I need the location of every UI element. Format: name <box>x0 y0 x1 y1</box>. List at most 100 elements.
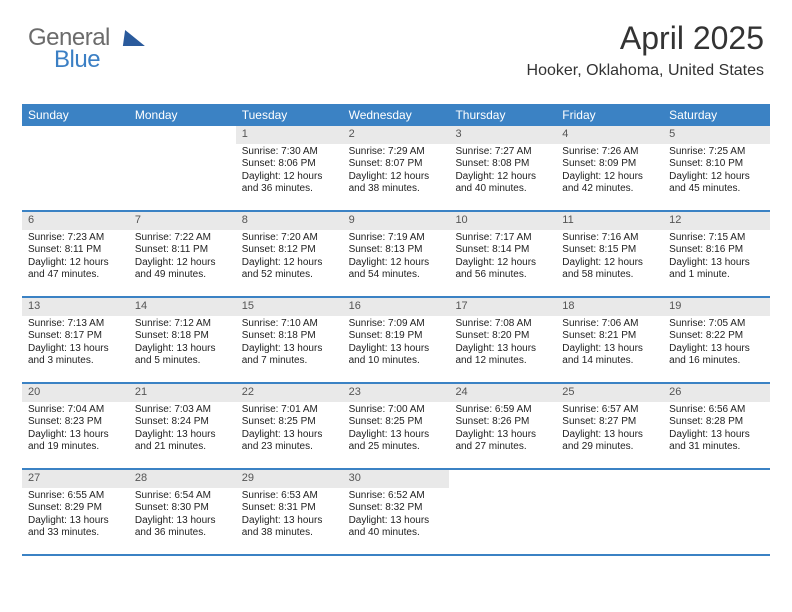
day-sunset: Sunset: 8:25 PM <box>242 416 337 429</box>
day-detail: Sunrise: 7:10 AMSunset: 8:18 PMDaylight:… <box>236 318 343 368</box>
day-daylight1: Daylight: 13 hours <box>135 343 230 356</box>
day-sunrise: Sunrise: 7:12 AM <box>135 318 230 331</box>
day-cell <box>449 470 556 554</box>
day-cell: 7Sunrise: 7:22 AMSunset: 8:11 PMDaylight… <box>129 212 236 296</box>
day-number: 20 <box>22 384 129 402</box>
day-daylight1: Daylight: 13 hours <box>669 429 764 442</box>
day-sunset: Sunset: 8:12 PM <box>242 244 337 257</box>
day-sunrise: Sunrise: 7:01 AM <box>242 404 337 417</box>
day-cell: 19Sunrise: 7:05 AMSunset: 8:22 PMDayligh… <box>663 298 770 382</box>
day-daylight2: and 29 minutes. <box>562 441 657 454</box>
day-number: 4 <box>556 126 663 144</box>
day-daylight1: Daylight: 13 hours <box>28 429 123 442</box>
day-sunset: Sunset: 8:30 PM <box>135 502 230 515</box>
day-sunset: Sunset: 8:25 PM <box>349 416 444 429</box>
week-row: 20Sunrise: 7:04 AMSunset: 8:23 PMDayligh… <box>22 384 770 470</box>
day-cell: 5Sunrise: 7:25 AMSunset: 8:10 PMDaylight… <box>663 126 770 210</box>
day-daylight2: and 7 minutes. <box>242 355 337 368</box>
day-sunset: Sunset: 8:08 PM <box>455 158 550 171</box>
day-number: 25 <box>556 384 663 402</box>
day-daylight1: Daylight: 12 hours <box>135 257 230 270</box>
day-cell: 17Sunrise: 7:08 AMSunset: 8:20 PMDayligh… <box>449 298 556 382</box>
day-daylight1: Daylight: 12 hours <box>455 257 550 270</box>
day-daylight2: and 33 minutes. <box>28 527 123 540</box>
day-number: 16 <box>343 298 450 316</box>
day-cell: 28Sunrise: 6:54 AMSunset: 8:30 PMDayligh… <box>129 470 236 554</box>
day-daylight1: Daylight: 13 hours <box>669 343 764 356</box>
day-detail: Sunrise: 7:25 AMSunset: 8:10 PMDaylight:… <box>663 146 770 196</box>
day-number: 8 <box>236 212 343 230</box>
day-sunrise: Sunrise: 6:57 AM <box>562 404 657 417</box>
day-cell: 14Sunrise: 7:12 AMSunset: 8:18 PMDayligh… <box>129 298 236 382</box>
day-sunrise: Sunrise: 7:22 AM <box>135 232 230 245</box>
day-sunset: Sunset: 8:26 PM <box>455 416 550 429</box>
day-sunset: Sunset: 8:21 PM <box>562 330 657 343</box>
day-daylight2: and 10 minutes. <box>349 355 444 368</box>
day-sunrise: Sunrise: 7:25 AM <box>669 146 764 159</box>
day-daylight1: Daylight: 12 hours <box>349 257 444 270</box>
day-daylight1: Daylight: 13 hours <box>669 257 764 270</box>
day-sunset: Sunset: 8:20 PM <box>455 330 550 343</box>
day-daylight2: and 58 minutes. <box>562 269 657 282</box>
day-sunset: Sunset: 8:15 PM <box>562 244 657 257</box>
day-cell: 25Sunrise: 6:57 AMSunset: 8:27 PMDayligh… <box>556 384 663 468</box>
day-detail: Sunrise: 7:15 AMSunset: 8:16 PMDaylight:… <box>663 232 770 282</box>
day-cell <box>556 470 663 554</box>
day-detail: Sunrise: 7:01 AMSunset: 8:25 PMDaylight:… <box>236 404 343 454</box>
day-sunrise: Sunrise: 6:55 AM <box>28 490 123 503</box>
day-sunset: Sunset: 8:13 PM <box>349 244 444 257</box>
day-number: 21 <box>129 384 236 402</box>
dow-saturday: Saturday <box>663 108 770 122</box>
day-sunrise: Sunrise: 6:56 AM <box>669 404 764 417</box>
day-detail: Sunrise: 6:56 AMSunset: 8:28 PMDaylight:… <box>663 404 770 454</box>
day-detail: Sunrise: 7:08 AMSunset: 8:20 PMDaylight:… <box>449 318 556 368</box>
day-number: 30 <box>343 470 450 488</box>
day-daylight1: Daylight: 13 hours <box>135 429 230 442</box>
day-sunset: Sunset: 8:06 PM <box>242 158 337 171</box>
day-daylight2: and 52 minutes. <box>242 269 337 282</box>
day-sunrise: Sunrise: 7:27 AM <box>455 146 550 159</box>
day-sunrise: Sunrise: 7:26 AM <box>562 146 657 159</box>
day-sunrise: Sunrise: 7:17 AM <box>455 232 550 245</box>
day-sunrise: Sunrise: 7:06 AM <box>562 318 657 331</box>
day-daylight2: and 45 minutes. <box>669 183 764 196</box>
dow-wednesday: Wednesday <box>343 108 450 122</box>
day-daylight2: and 5 minutes. <box>135 355 230 368</box>
day-sunrise: Sunrise: 7:20 AM <box>242 232 337 245</box>
day-detail: Sunrise: 7:27 AMSunset: 8:08 PMDaylight:… <box>449 146 556 196</box>
dow-monday: Monday <box>129 108 236 122</box>
day-cell: 11Sunrise: 7:16 AMSunset: 8:15 PMDayligh… <box>556 212 663 296</box>
day-sunrise: Sunrise: 7:00 AM <box>349 404 444 417</box>
day-sunrise: Sunrise: 7:30 AM <box>242 146 337 159</box>
day-daylight2: and 27 minutes. <box>455 441 550 454</box>
day-sunrise: Sunrise: 7:05 AM <box>669 318 764 331</box>
day-daylight2: and 14 minutes. <box>562 355 657 368</box>
day-sunrise: Sunrise: 7:23 AM <box>28 232 123 245</box>
day-daylight2: and 25 minutes. <box>349 441 444 454</box>
day-cell: 16Sunrise: 7:09 AMSunset: 8:19 PMDayligh… <box>343 298 450 382</box>
day-cell: 12 Sunrise: 7:15 AMSunset: 8:16 PMDayligh… <box>663 212 770 296</box>
day-cell: 22Sunrise: 7:01 AMSunset: 8:25 PMDayligh… <box>236 384 343 468</box>
day-cell: 18Sunrise: 7:06 AMSunset: 8:21 PMDayligh… <box>556 298 663 382</box>
day-number: 14 <box>129 298 236 316</box>
day-detail: Sunrise: 7:06 AMSunset: 8:21 PMDaylight:… <box>556 318 663 368</box>
day-daylight1: Daylight: 13 hours <box>349 343 444 356</box>
day-cell: 9Sunrise: 7:19 AMSunset: 8:13 PMDaylight… <box>343 212 450 296</box>
dow-tuesday: Tuesday <box>236 108 343 122</box>
day-number: 26 <box>663 384 770 402</box>
day-number: 10 <box>449 212 556 230</box>
day-number: 11 <box>556 212 663 230</box>
day-detail: Sunrise: 7:05 AMSunset: 8:22 PMDaylight:… <box>663 318 770 368</box>
day-sunset: Sunset: 8:09 PM <box>562 158 657 171</box>
day-number: 12 <box>663 212 770 230</box>
day-cell: 29Sunrise: 6:53 AMSunset: 8:31 PMDayligh… <box>236 470 343 554</box>
day-cell <box>663 470 770 554</box>
day-detail: Sunrise: 7:20 AMSunset: 8:12 PMDaylight:… <box>236 232 343 282</box>
day-daylight1: Daylight: 13 hours <box>28 515 123 528</box>
day-daylight2: and 40 minutes. <box>455 183 550 196</box>
day-sunset: Sunset: 8:18 PM <box>242 330 337 343</box>
day-sunrise: Sunrise: 6:52 AM <box>349 490 444 503</box>
day-cell: 21Sunrise: 7:03 AMSunset: 8:24 PMDayligh… <box>129 384 236 468</box>
day-sunrise: Sunrise: 6:59 AM <box>455 404 550 417</box>
day-daylight1: Daylight: 13 hours <box>455 429 550 442</box>
